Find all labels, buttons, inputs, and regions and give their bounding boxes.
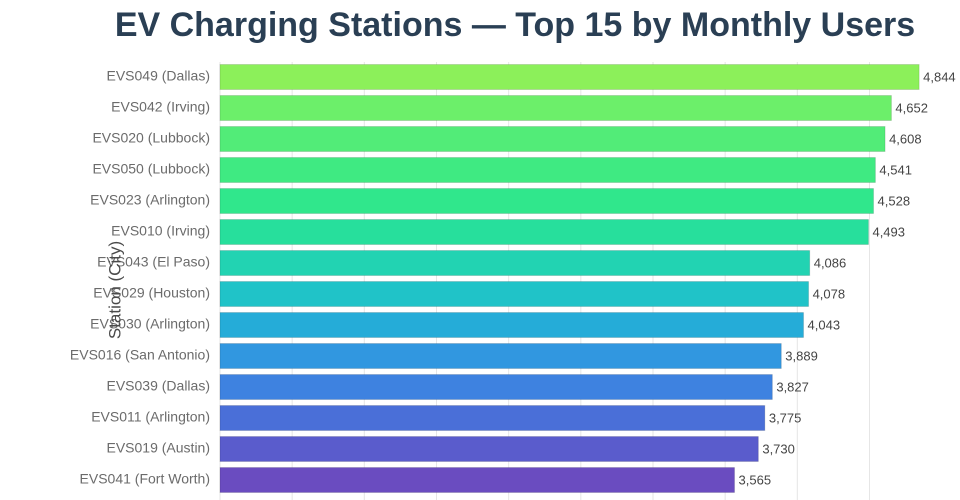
y-tick-label: EVS023 (Arlington) <box>90 192 210 208</box>
y-tick-label: EVS016 (San Antonio) <box>70 347 210 363</box>
y-tick-label: EVS029 (Houston) <box>93 285 210 301</box>
bar <box>219 250 811 276</box>
y-tick-label: EVS042 (Irving) <box>111 99 210 115</box>
bar <box>219 312 805 338</box>
value-label: 4,541 <box>879 162 912 177</box>
value-label: 4,652 <box>895 100 928 115</box>
value-label: 4,528 <box>878 193 911 208</box>
bar <box>219 374 773 400</box>
value-label: 3,775 <box>769 410 802 425</box>
bar <box>219 64 920 90</box>
y-tick-label: EVS050 (Lubbock) <box>92 161 210 177</box>
value-label: 3,565 <box>739 472 772 487</box>
bar <box>219 219 869 245</box>
value-label: 4,043 <box>808 317 841 332</box>
y-tick-label: EVS019 (Austin) <box>107 440 211 456</box>
value-label: 3,827 <box>776 379 809 394</box>
value-label: 3,889 <box>785 348 818 363</box>
y-tick-label: EVS043 (El Paso) <box>97 254 210 270</box>
value-label: 4,608 <box>889 131 922 146</box>
bar <box>219 126 886 152</box>
bar <box>219 188 875 214</box>
y-tick-label: EVS011 (Arlington) <box>91 409 210 425</box>
chart-title: EV Charging Stations — Top 15 by Monthly… <box>115 6 915 44</box>
value-label: 4,493 <box>872 224 905 239</box>
value-label: 3,730 <box>762 441 795 456</box>
bar <box>219 436 759 462</box>
bar <box>219 281 810 307</box>
value-label: 4,078 <box>813 286 846 301</box>
y-tick-label: EVS041 (Fort Worth) <box>80 471 210 487</box>
y-tick-label: EVS030 (Arlington) <box>90 316 210 332</box>
bar <box>219 95 892 121</box>
y-tick-label: EVS049 (Dallas) <box>107 68 211 84</box>
bar <box>219 343 782 369</box>
bar <box>219 467 736 493</box>
y-tick-label: EVS010 (Irving) <box>111 223 210 239</box>
y-tick-label: EVS020 (Lubbock) <box>92 130 210 146</box>
y-tick-label: EVS039 (Dallas) <box>107 378 211 394</box>
value-label: 4,844 <box>923 69 956 84</box>
value-label: 4,086 <box>814 255 847 270</box>
bar <box>219 157 876 183</box>
y-axis-title: Station (City) <box>105 241 124 339</box>
bar <box>219 405 766 431</box>
